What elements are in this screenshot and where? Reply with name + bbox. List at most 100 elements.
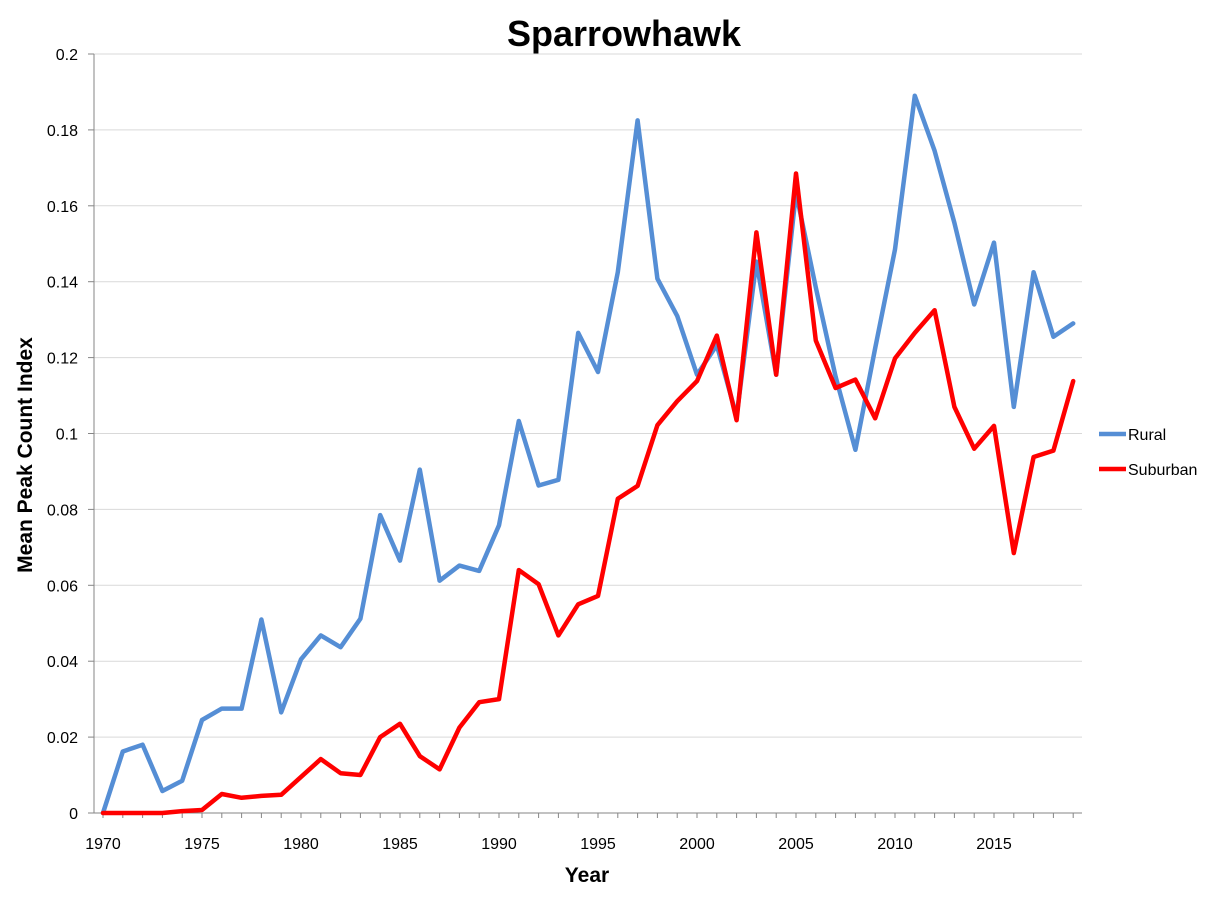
data-point-suburban bbox=[754, 230, 758, 234]
data-point-suburban bbox=[1071, 379, 1075, 383]
data-point-rural bbox=[675, 314, 679, 318]
data-point-rural bbox=[141, 743, 145, 747]
data-point-rural bbox=[834, 375, 838, 379]
data-point-suburban bbox=[418, 754, 422, 758]
data-point-rural bbox=[240, 707, 244, 711]
data-point-rural bbox=[121, 750, 125, 754]
data-point-suburban bbox=[517, 568, 521, 572]
data-point-suburban bbox=[893, 356, 897, 360]
data-point-rural bbox=[655, 277, 659, 281]
data-point-suburban bbox=[299, 775, 303, 779]
y-tick-label: 0.14 bbox=[47, 275, 78, 292]
gridlines bbox=[94, 53, 1082, 738]
data-point-suburban bbox=[398, 722, 402, 726]
data-point-rural bbox=[279, 710, 283, 714]
data-point-suburban bbox=[576, 602, 580, 606]
data-point-rural bbox=[576, 331, 580, 335]
data-point-rural bbox=[992, 241, 996, 245]
x-tick-label: 1990 bbox=[481, 836, 517, 853]
y-tick-label: 0.16 bbox=[47, 199, 78, 216]
data-point-rural bbox=[814, 285, 818, 289]
data-point-suburban bbox=[180, 809, 184, 813]
data-point-suburban bbox=[497, 697, 501, 701]
data-point-suburban bbox=[873, 416, 877, 420]
data-point-rural bbox=[636, 118, 640, 122]
data-point-suburban bbox=[556, 633, 560, 637]
data-point-suburban bbox=[814, 339, 818, 343]
data-point-rural bbox=[220, 707, 224, 711]
data-point-suburban bbox=[933, 308, 937, 312]
data-point-rural bbox=[398, 559, 402, 563]
data-point-suburban bbox=[636, 484, 640, 488]
y-tick-label: 0.02 bbox=[47, 730, 78, 747]
data-point-rural bbox=[517, 419, 521, 423]
data-point-suburban bbox=[537, 582, 541, 586]
data-point-rural bbox=[1012, 405, 1016, 409]
data-point-suburban bbox=[834, 386, 838, 390]
data-point-rural bbox=[497, 523, 501, 527]
data-point-rural bbox=[952, 221, 956, 225]
y-tick-label: 0.06 bbox=[47, 578, 78, 595]
data-point-rural bbox=[893, 247, 897, 251]
data-point-rural bbox=[180, 779, 184, 783]
data-point-rural bbox=[972, 303, 976, 307]
chart-title: Sparrowhawk bbox=[507, 13, 742, 54]
data-point-suburban bbox=[972, 447, 976, 451]
data-point-suburban bbox=[457, 726, 461, 730]
data-point-rural bbox=[853, 448, 857, 452]
data-point-suburban bbox=[160, 811, 164, 815]
data-point-rural bbox=[933, 149, 937, 153]
data-point-rural bbox=[873, 346, 877, 350]
data-point-suburban bbox=[655, 423, 659, 427]
y-tick-label: 0.08 bbox=[47, 502, 78, 519]
y-tick-label: 0 bbox=[69, 806, 78, 823]
data-point-rural bbox=[358, 617, 362, 621]
data-point-rural bbox=[537, 484, 541, 488]
data-point-suburban bbox=[141, 811, 145, 815]
x-tick-label: 1975 bbox=[184, 836, 220, 853]
data-point-suburban bbox=[952, 405, 956, 409]
x-tick-label: 1995 bbox=[580, 836, 616, 853]
data-point-suburban bbox=[616, 497, 620, 501]
x-tick-label: 2010 bbox=[877, 836, 913, 853]
axes: 0 0.02 0.04 0.06 0.08 0.1 0.12 0.14 0.16 0.18 0.2 1… bbox=[47, 47, 1082, 853]
x-tick-label: 1970 bbox=[85, 836, 121, 853]
data-point-rural bbox=[339, 645, 343, 649]
data-point-rural bbox=[1051, 335, 1055, 339]
data-point-suburban bbox=[101, 811, 105, 815]
data-point-suburban bbox=[220, 792, 224, 796]
plot-series bbox=[100, 93, 1076, 816]
data-point-suburban bbox=[695, 379, 699, 383]
data-point-suburban bbox=[200, 808, 204, 812]
data-point-suburban bbox=[794, 172, 798, 176]
data-point-rural bbox=[1071, 321, 1075, 325]
x-tick-label: 2005 bbox=[778, 836, 814, 853]
data-point-suburban bbox=[358, 773, 362, 777]
data-point-suburban bbox=[438, 767, 442, 771]
data-point-rural bbox=[556, 478, 560, 482]
data-point-rural bbox=[319, 633, 323, 637]
data-point-rural bbox=[378, 513, 382, 517]
data-point-suburban bbox=[715, 334, 719, 338]
x-axis-title: Year bbox=[565, 864, 609, 887]
x-tick-label: 2000 bbox=[679, 836, 715, 853]
y-tick-label: 0.12 bbox=[47, 351, 78, 368]
data-point-suburban bbox=[853, 378, 857, 382]
y-tick-label: 0.1 bbox=[56, 427, 78, 444]
data-point-suburban bbox=[259, 794, 263, 798]
data-point-suburban bbox=[339, 771, 343, 775]
data-point-suburban bbox=[1012, 551, 1016, 555]
legend-label-rural: Rural bbox=[1128, 427, 1166, 444]
y-tick-label: 0.04 bbox=[47, 654, 78, 671]
data-point-suburban bbox=[319, 757, 323, 761]
legend: Rural Suburban bbox=[1099, 427, 1197, 479]
data-point-suburban bbox=[913, 331, 917, 335]
data-point-rural bbox=[160, 789, 164, 793]
data-point-suburban bbox=[596, 594, 600, 598]
data-point-suburban bbox=[774, 373, 778, 377]
data-point-rural bbox=[596, 370, 600, 374]
data-point-rural bbox=[418, 468, 422, 472]
x-tick-label: 2015 bbox=[976, 836, 1012, 853]
data-point-rural bbox=[1032, 270, 1036, 274]
